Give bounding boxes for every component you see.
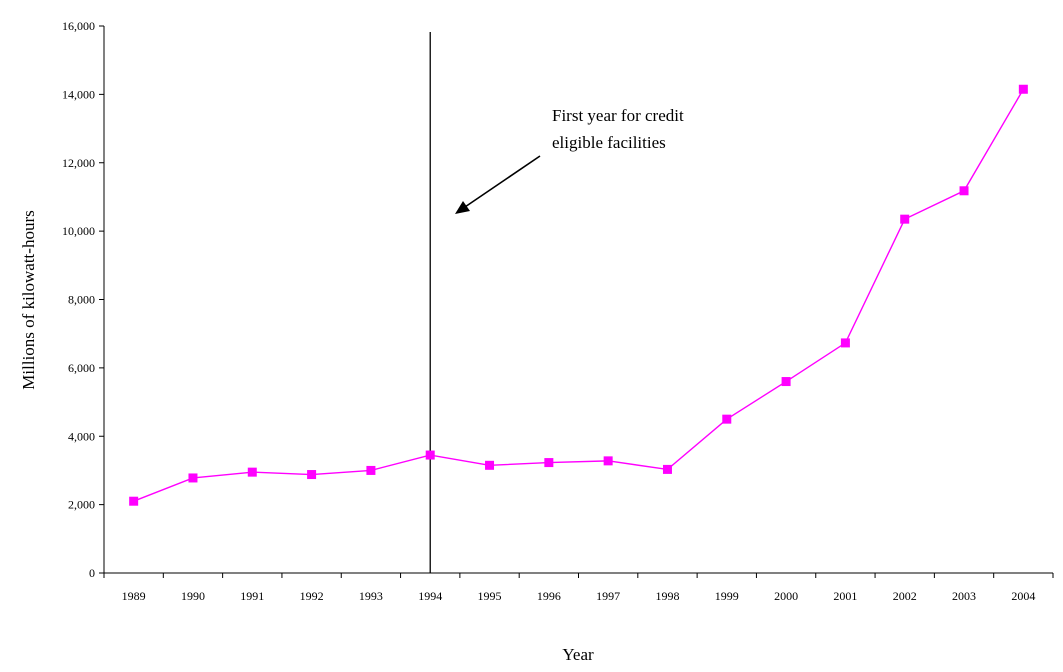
series-group	[129, 84, 1028, 506]
data-point-1996	[544, 458, 554, 468]
x-tick-label: 2001	[833, 589, 857, 603]
annotation: First year for credit eligible facilitie…	[455, 106, 684, 214]
x-tick-label: 2002	[893, 589, 917, 603]
y-axis: 0 2,000 4,000 6,000 8,000 10,000 12,000 14,000 1…	[62, 19, 105, 580]
annotation-text-line-1: First year for credit	[552, 106, 684, 125]
y-tick-label: 14,000	[62, 87, 95, 101]
data-point-1989	[129, 496, 139, 506]
y-axis-title: Millions of kilowatt-hours	[19, 210, 38, 389]
y-tick-label: 2,000	[68, 498, 95, 512]
x-tick-label: 1989	[122, 589, 146, 603]
x-tick-label: 1996	[537, 589, 561, 603]
data-point-1998	[662, 464, 672, 474]
data-point-2004	[1018, 84, 1028, 94]
x-axis: 1989 1990 1991 1992 1993 1994 1995 1996 1997 1998…	[103, 572, 1054, 603]
x-tick-label: 1992	[300, 589, 324, 603]
x-tick-label: 2003	[952, 589, 976, 603]
x-tick-label: 1993	[359, 589, 383, 603]
x-tick-label: 1998	[655, 589, 679, 603]
y-tick-label: 12,000	[62, 156, 95, 170]
y-tick-label: 10,000	[62, 224, 95, 238]
data-point-1993	[366, 465, 376, 475]
x-tick-label: 1994	[418, 589, 442, 603]
data-point-1992	[307, 470, 317, 480]
data-point-1995	[485, 460, 495, 470]
data-point-1997	[603, 456, 613, 466]
y-tick-label: 16,000	[62, 19, 95, 33]
y-tick-label: 0	[89, 566, 95, 580]
data-point-1994	[425, 450, 435, 460]
data-point-2000	[781, 377, 791, 387]
data-point-1991	[247, 467, 257, 477]
data-point-2002	[900, 214, 910, 224]
annotation-arrow-head	[455, 201, 470, 214]
x-tick-label: 2004	[1011, 589, 1035, 603]
x-tick-label: 2000	[774, 589, 798, 603]
y-tick-label: 6,000	[68, 361, 95, 375]
data-point-2001	[840, 338, 850, 348]
x-tick-label: 1995	[478, 589, 502, 603]
x-axis-title: Year	[562, 645, 594, 664]
x-tick-label: 1991	[240, 589, 264, 603]
annotation-text-line-2: eligible facilities	[552, 133, 666, 152]
data-point-2003	[959, 186, 969, 196]
data-point-1990	[188, 473, 198, 483]
annotation-arrow-shaft	[461, 155, 541, 210]
x-tick-label: 1997	[596, 589, 620, 603]
y-tick-label: 8,000	[68, 293, 95, 307]
x-tick-label: 1990	[181, 589, 205, 603]
data-point-1999	[722, 414, 732, 424]
y-tick-label: 4,000	[68, 429, 95, 443]
series-line	[133, 88, 1024, 502]
x-tick-label: 1999	[715, 589, 739, 603]
